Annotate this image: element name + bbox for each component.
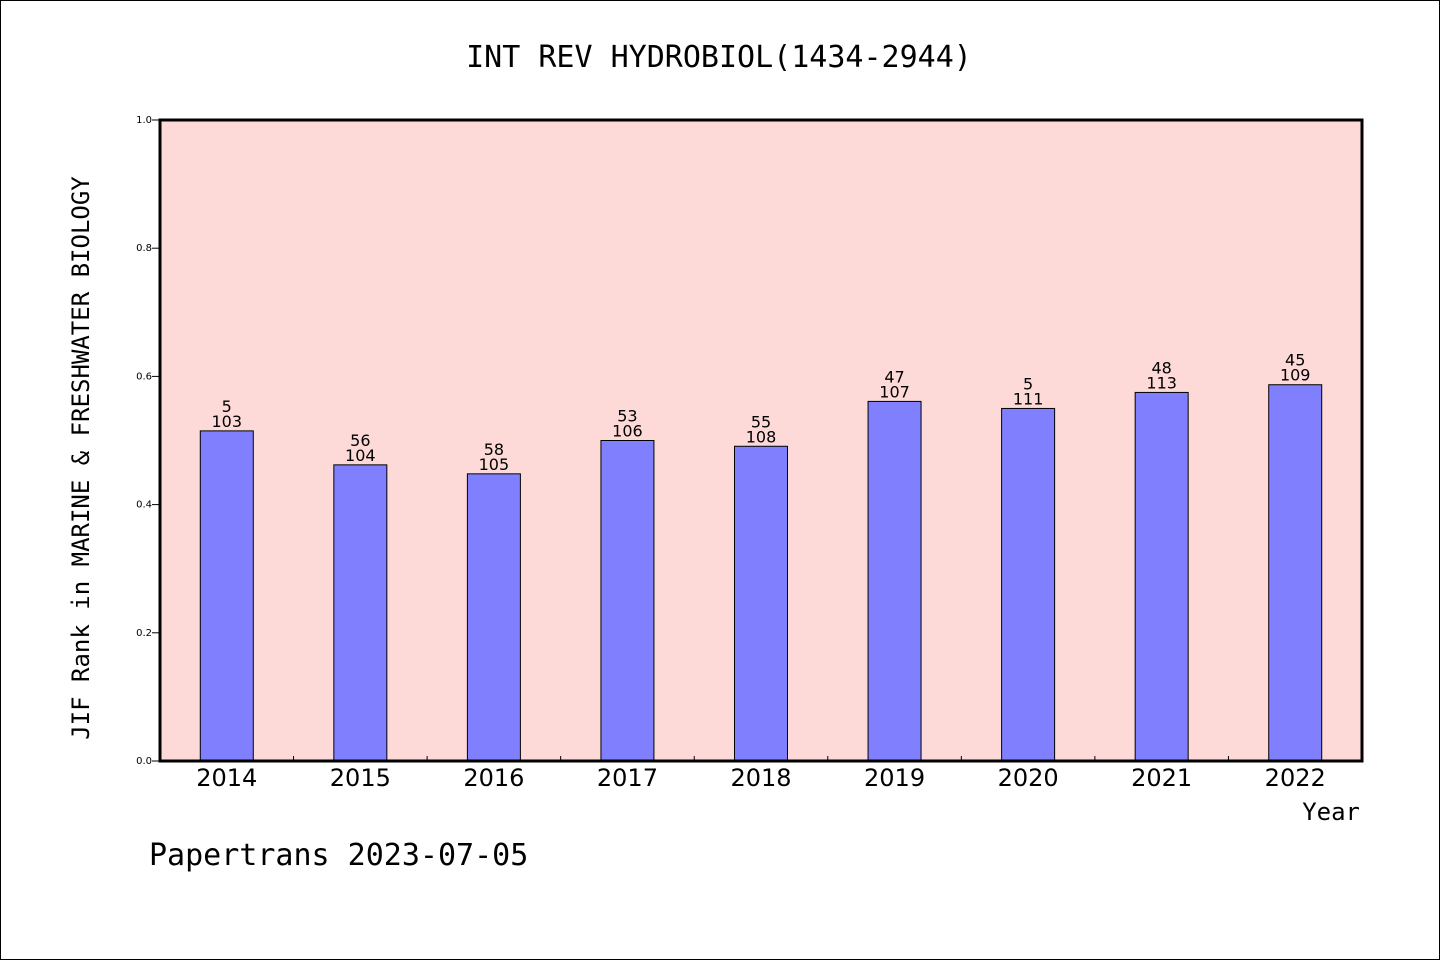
plot-border	[158, 118, 1364, 763]
chart-title: INT REV HYDROBIOL(1434-2944)	[466, 40, 972, 75]
bar	[1268, 384, 1323, 762]
bar-total-label: 113	[1146, 373, 1177, 392]
bar	[867, 400, 922, 762]
bar	[199, 430, 254, 762]
bar	[600, 440, 655, 762]
y-tick-label: 0.2	[136, 628, 152, 639]
x-tick-label: 2018	[730, 764, 791, 792]
footer-credit: Papertrans 2023-07-05	[149, 838, 528, 873]
bar-total-label: 107	[879, 382, 910, 401]
bar-rank-label: 48	[1151, 358, 1171, 377]
bar-total-label: 108	[746, 427, 777, 446]
x-axis-label: Year	[1302, 798, 1360, 826]
x-tick-label: 2021	[1131, 764, 1192, 792]
bar-rank-label: 47	[884, 367, 904, 386]
bar-rank-label: 5	[222, 397, 232, 416]
bar-rank-label: 55	[751, 412, 771, 431]
y-tick-label: 0.8	[136, 243, 152, 254]
bar-total-label: 105	[479, 455, 510, 474]
y-tick-label: 1.0	[136, 115, 152, 126]
bar	[333, 464, 388, 762]
x-tick-label: 2019	[864, 764, 925, 792]
x-tick-label: 2015	[330, 764, 391, 792]
bar-rank-label: 53	[617, 407, 637, 426]
bar-total-label: 106	[612, 422, 643, 441]
bar	[1134, 391, 1189, 762]
bar	[1001, 407, 1056, 762]
x-tick-label: 2016	[463, 764, 524, 792]
x-tick-label: 2017	[597, 764, 658, 792]
bar-total-label: 104	[345, 446, 376, 465]
y-tick-label: 0.4	[136, 500, 152, 511]
y-axis-label: JIF Rank in MARINE & FRESHWATER BIOLOGY	[67, 176, 95, 740]
bar-rank-label: 45	[1285, 351, 1305, 370]
bar	[466, 473, 521, 762]
bar-total-label: 109	[1280, 366, 1311, 385]
bar	[734, 445, 788, 762]
bar-total-label: 103	[212, 412, 243, 431]
x-tick-label: 2020	[998, 764, 1059, 792]
bar-rank-label: 56	[350, 431, 370, 450]
x-tick-label: 2014	[196, 764, 257, 792]
bar-rank-label: 5	[1023, 374, 1033, 393]
y-tick-label: 0.6	[136, 371, 152, 382]
x-tick-label: 2022	[1265, 764, 1326, 792]
bar-rank-label: 58	[484, 440, 504, 459]
bars-group: 5103201456104201558105201653106201755108…	[196, 351, 1326, 792]
bar-total-label: 111	[1013, 389, 1044, 408]
y-tick-label: 0.0	[136, 756, 152, 767]
